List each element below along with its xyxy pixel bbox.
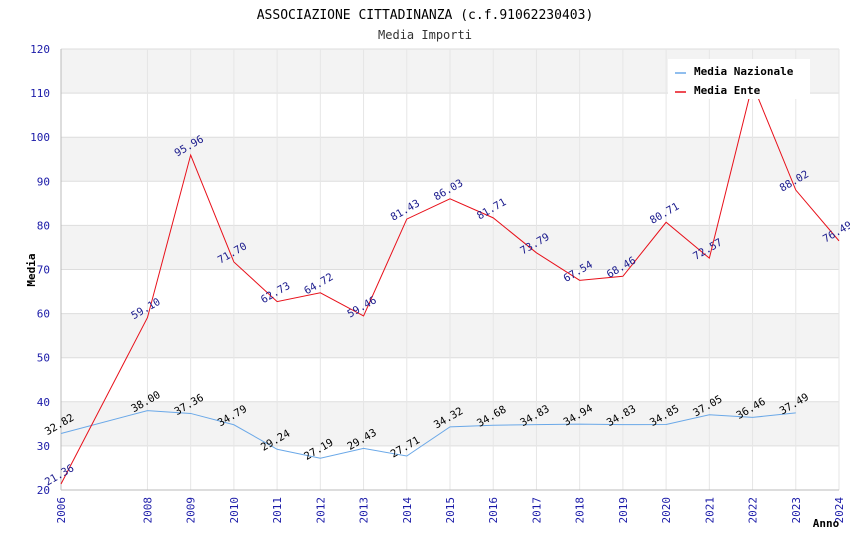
y-tick-label: 50 <box>37 352 50 365</box>
x-tick-label: 2018 <box>574 497 587 524</box>
series-line-media-ente <box>60 82 840 485</box>
x-tick-label: 2022 <box>747 497 760 524</box>
chart-subtitle: Media Importi <box>378 28 472 42</box>
x-axis-label: Anno <box>813 517 840 530</box>
y-axis-label: Media <box>25 253 38 286</box>
y-tick-label: 80 <box>37 219 50 232</box>
series-line-media-nazionale <box>60 410 796 459</box>
x-tick-label: 2013 <box>358 497 371 524</box>
x-axis-ticks: 2006 2008 2009 2010 2011 2012 2013 2014 2015 2016… <box>55 497 846 524</box>
x-tick-label: 2020 <box>660 497 673 524</box>
y-tick-label: 110 <box>30 87 50 100</box>
x-tick-label: 2017 <box>530 497 543 524</box>
y-tick-label: 40 <box>37 396 50 409</box>
x-tick-label: 2012 <box>314 497 327 524</box>
x-tick-label: 2021 <box>703 497 716 524</box>
y-tick-label: 90 <box>37 175 50 188</box>
x-tick-label: 2023 <box>790 497 803 524</box>
y-tick-label: 70 <box>37 264 50 277</box>
x-tick-label: 2010 <box>228 497 241 524</box>
grid-lines <box>60 48 840 491</box>
y-axis-ticks: 20 30 40 50 60 70 80 90 100 110 120 <box>30 43 50 497</box>
x-tick-label: 2024 <box>833 497 846 524</box>
x-tick-label: 2016 <box>487 497 500 524</box>
y-tick-label: 120 <box>30 43 50 56</box>
legend: Media Nazionale Media Ente <box>668 59 810 99</box>
x-tick-label: 2015 <box>444 497 457 524</box>
y-tick-label: 30 <box>37 440 50 453</box>
x-tick-label: 2009 <box>185 497 198 524</box>
series-lines <box>60 82 840 485</box>
x-tick-label: 2011 <box>271 497 284 524</box>
x-tick-label: 2006 <box>55 497 68 524</box>
y-tick-label: 20 <box>37 484 50 497</box>
legend-box <box>668 59 810 99</box>
chart-title: ASSOCIAZIONE CITTADINANZA (c.f.910622304… <box>257 8 594 23</box>
y-tick-label: 100 <box>30 131 50 144</box>
legend-label-media-nazionale: Media Nazionale <box>694 65 794 78</box>
x-tick-label: 2008 <box>141 497 154 524</box>
legend-label-media-ente: Media Ente <box>694 84 761 97</box>
x-tick-label: 2014 <box>401 497 414 524</box>
y-tick-label: 60 <box>37 308 50 321</box>
x-tick-label: 2019 <box>617 497 630 524</box>
